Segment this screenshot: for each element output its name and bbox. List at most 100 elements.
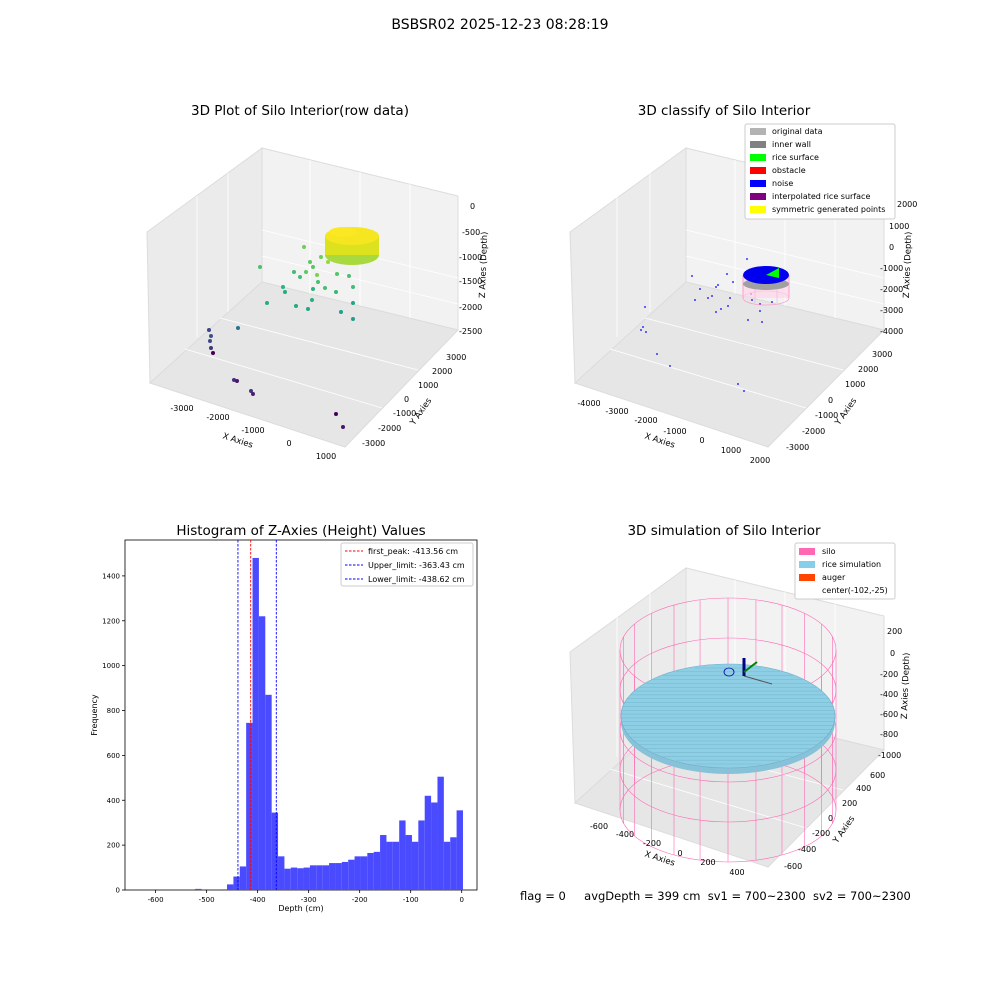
p4-ytick: -200 <box>812 829 830 838</box>
p4-ztick: -400 <box>880 690 898 699</box>
plot4-title: 3D simulation of Silo Interior <box>627 523 821 539</box>
p2-xtick: -3000 <box>605 407 628 416</box>
p1-ytick: 3000 <box>446 353 466 362</box>
legend-label: inner wall <box>772 140 811 149</box>
legend-label: obstacle <box>772 166 806 175</box>
noise-point <box>717 284 719 286</box>
scatter-point <box>298 275 302 279</box>
hist-ytick-label: 600 <box>107 752 120 760</box>
hist-bar <box>399 820 406 890</box>
scatter-point <box>304 270 308 274</box>
scatter-point <box>351 285 355 289</box>
scatter-point <box>323 286 327 290</box>
p2-xtick: 0 <box>699 436 704 445</box>
hist-bar <box>239 866 247 890</box>
p4-ytick: -600 <box>784 862 802 871</box>
scatter-point <box>258 265 262 269</box>
p2-ytick: 2000 <box>858 365 878 374</box>
noise-point <box>707 297 709 299</box>
scatter-point <box>316 280 320 284</box>
scatter-point <box>302 245 306 249</box>
scatter-point <box>351 317 355 321</box>
scatter-point <box>319 255 323 259</box>
noise-point <box>669 365 671 367</box>
hist-bar <box>373 851 381 890</box>
noise-point <box>743 390 745 392</box>
plot2-legend: original data inner wall rice surface ob… <box>744 123 896 220</box>
noise-point <box>761 321 763 323</box>
hist-bar <box>290 867 298 890</box>
hist-ytick-label: 800 <box>107 707 120 715</box>
scatter-point <box>335 272 339 276</box>
hist-bar <box>227 884 234 890</box>
p1-ztick: -2500 <box>459 327 482 336</box>
p4-xlabel: X Axies <box>643 849 676 868</box>
legend-label: original data <box>772 127 823 136</box>
hist-bar <box>437 776 444 890</box>
p1-xtick: 0 <box>286 439 291 448</box>
hist-xtick-label: 0 <box>459 896 463 904</box>
scatter-point <box>211 351 215 355</box>
hist-bar <box>450 837 457 890</box>
noise-point <box>715 311 717 313</box>
scatter-point <box>249 389 253 393</box>
scatter-point <box>315 273 319 277</box>
p1-ytick: -2000 <box>378 424 401 433</box>
hist-ytick-label: 0 <box>116 887 120 895</box>
legend-label: first_peak: -413.56 cm <box>368 547 458 556</box>
legend-label: noise <box>772 179 793 188</box>
hist-legend: first_peak: -413.56 cm Upper_limit: -363… <box>340 542 474 587</box>
hist-bar <box>220 889 228 890</box>
p4-zlabel: Z Axies (Depth) <box>900 652 912 719</box>
status-flag: flag = 0 <box>520 889 566 903</box>
scatter-point <box>236 326 240 330</box>
p1-ztick: -500 <box>462 228 480 237</box>
hist-bar <box>309 865 317 890</box>
plot1-rice-cloud <box>325 227 379 265</box>
p1-zlabel: Z Axies (Depth) <box>478 231 490 298</box>
hist-bar <box>284 868 291 890</box>
legend-label: Upper_limit: -363.43 cm <box>368 561 465 570</box>
hist-ytick-label: 400 <box>107 797 120 805</box>
noise-point <box>751 299 753 301</box>
scatter-point <box>308 260 312 264</box>
noise-point <box>715 286 717 288</box>
hist-bar <box>424 795 432 890</box>
scatter-point <box>207 328 211 332</box>
p2-xtick: 1000 <box>721 446 741 455</box>
legend-swatch-interpolated <box>750 193 766 200</box>
p4-ztick: -1000 <box>878 751 901 760</box>
p1-ytick: -3000 <box>362 439 385 448</box>
p1-ytick: -1000 <box>393 409 416 418</box>
hist-xlabel: Depth (cm) <box>278 904 323 913</box>
hist-xtick-label: -600 <box>148 896 164 904</box>
status-line: flag = 0 avgDepth = 399 cm sv1 = 700~230… <box>520 889 911 903</box>
legend-swatch-original <box>750 128 766 135</box>
p4-ytick: -400 <box>798 845 816 854</box>
legend-label: interpolated rice surface <box>772 192 870 201</box>
p2-xtick: -4000 <box>577 399 600 408</box>
hist-bar <box>252 557 259 890</box>
p2-ytick: 3000 <box>872 350 892 359</box>
scatter-point <box>310 298 314 302</box>
p4-ytick: 400 <box>856 784 871 793</box>
scatter-point <box>209 334 213 338</box>
p2-ytick: -2000 <box>802 427 825 436</box>
plot1-3d-scatter: -3000 -2000 -1000 0 1000 -3000 -2000 -10… <box>146 147 490 461</box>
plot2-silo-cylinder <box>742 266 790 306</box>
noise-point <box>699 288 701 290</box>
legend-swatch-auger <box>799 574 815 581</box>
hist-ytick-label: 1000 <box>102 662 120 670</box>
p2-xtick: 2000 <box>750 456 770 465</box>
p2-ytick: 1000 <box>845 380 865 389</box>
scatter-point <box>283 290 287 294</box>
hist-bar <box>322 865 330 890</box>
status-sv2: sv2 = 700~2300 <box>812 889 911 903</box>
pane-floor <box>574 281 885 448</box>
noise-point <box>726 273 728 275</box>
noise-point <box>732 281 734 283</box>
scatter-point <box>235 379 239 383</box>
scatter-point <box>311 287 315 291</box>
p1-xtick: -1000 <box>241 426 264 435</box>
noise-point <box>771 301 773 303</box>
